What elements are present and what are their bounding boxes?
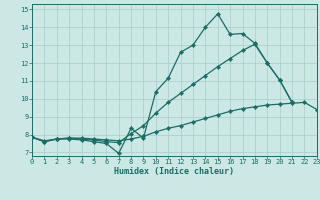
X-axis label: Humidex (Indice chaleur): Humidex (Indice chaleur) xyxy=(115,167,234,176)
